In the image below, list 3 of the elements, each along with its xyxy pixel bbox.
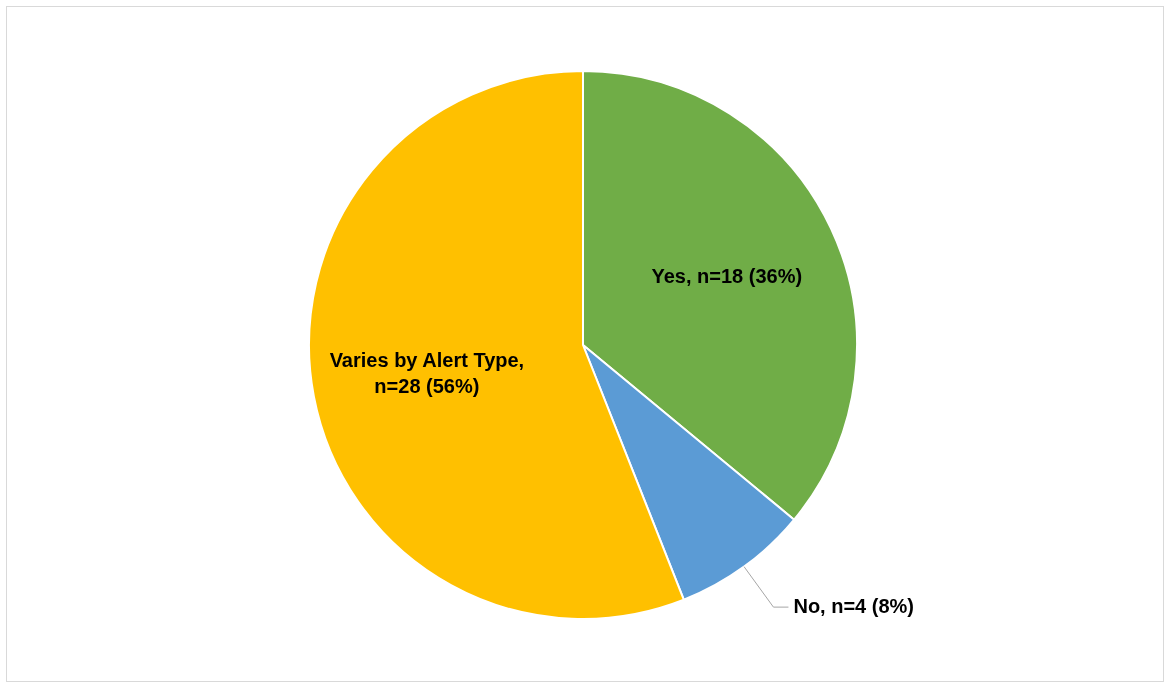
slice-label: Yes, n=18 (36%) <box>651 264 803 287</box>
slice-label: No, n=4 (8%) <box>793 594 915 617</box>
slice-label: Varies by Alert Type, n=28 (56%) <box>329 349 525 398</box>
